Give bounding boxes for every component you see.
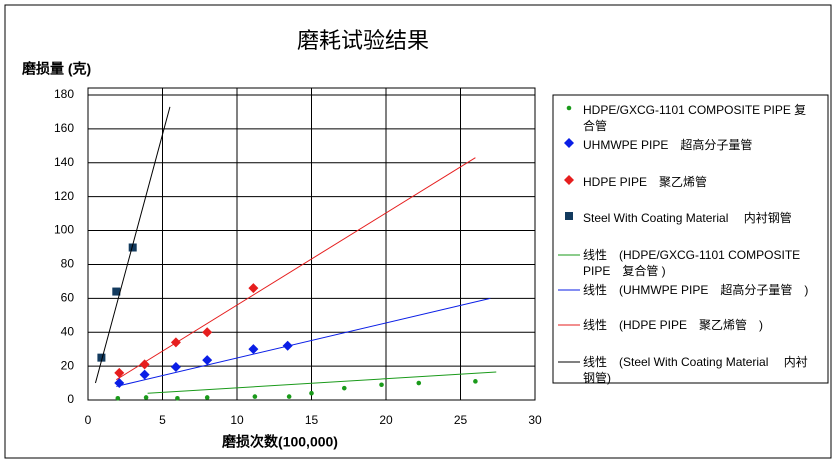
data-point bbox=[97, 353, 106, 362]
y-tick-label: 80 bbox=[61, 257, 75, 271]
legend-label: HDPE/GXCG-1101 COMPOSITE PIPE 复合管 bbox=[583, 103, 807, 133]
y-tick-label: 0 bbox=[67, 392, 74, 406]
y-tick-label: 40 bbox=[61, 324, 75, 338]
x-tick-label: 5 bbox=[159, 413, 166, 427]
legend-label: Steel With Coating Material 内衬钢管 bbox=[583, 211, 792, 225]
y-tick-label: 20 bbox=[61, 358, 75, 372]
x-tick-label: 0 bbox=[85, 413, 92, 427]
data-point bbox=[114, 367, 125, 378]
data-point bbox=[248, 344, 259, 355]
legend-marker bbox=[564, 138, 574, 148]
legend-marker bbox=[564, 175, 574, 185]
data-point bbox=[341, 385, 347, 391]
data-point bbox=[202, 327, 213, 338]
data-point bbox=[202, 355, 213, 366]
y-tick-label: 100 bbox=[54, 223, 74, 237]
x-tick-label: 30 bbox=[528, 413, 542, 427]
data-point bbox=[115, 396, 121, 401]
data-point bbox=[248, 283, 259, 294]
legend-label: 线性 (HDPE/GXCG-1101 COMPOSITE PIPE 复合管 ) bbox=[583, 248, 801, 278]
data-point bbox=[139, 369, 150, 380]
y-tick-label: 60 bbox=[61, 291, 75, 305]
y-tick-label: 140 bbox=[54, 155, 74, 169]
data-point bbox=[128, 243, 137, 252]
x-tick-label: 20 bbox=[379, 413, 393, 427]
legend-label: UHMWPE PIPE 超高分子量管 bbox=[583, 138, 753, 152]
data-point bbox=[112, 287, 121, 296]
chart-title: 磨耗试验结果 bbox=[297, 29, 429, 54]
data-point bbox=[379, 382, 384, 388]
data-point bbox=[175, 396, 180, 401]
data-point bbox=[473, 379, 478, 384]
legend-marker bbox=[565, 212, 573, 220]
data-point bbox=[252, 394, 258, 399]
trend-line bbox=[147, 371, 497, 394]
data-point bbox=[309, 390, 314, 396]
x-tick-label: 25 bbox=[454, 413, 468, 427]
y-axis-label: 磨损量 (克) bbox=[22, 61, 91, 77]
legend-label: 线性 (UHMWPE PIPE 超高分子量管 ) bbox=[583, 283, 809, 297]
trend-line bbox=[116, 297, 491, 387]
x-axis-label: 磨损次数(100,000) bbox=[222, 434, 338, 450]
legend-marker bbox=[566, 105, 572, 111]
chart-border bbox=[4, 4, 832, 459]
y-tick-label: 120 bbox=[54, 189, 74, 203]
data-point bbox=[416, 380, 422, 386]
data-point bbox=[139, 359, 150, 370]
legend-box bbox=[552, 94, 829, 384]
y-tick-label: 180 bbox=[54, 87, 74, 101]
legend-label: HDPE PIPE 聚乙烯管 bbox=[583, 175, 708, 189]
data-point bbox=[204, 395, 210, 400]
data-point bbox=[286, 394, 292, 399]
trend-line bbox=[94, 106, 171, 384]
trend-line bbox=[116, 157, 476, 381]
x-tick-label: 15 bbox=[305, 413, 319, 427]
y-tick-label: 160 bbox=[54, 121, 74, 135]
data-point bbox=[170, 361, 181, 372]
legend-label: 线性 (Steel With Coating Material 内衬钢管) bbox=[583, 355, 808, 385]
data-point bbox=[143, 395, 149, 400]
legend-label: 线性 (HDPE PIPE 聚乙烯管 ) bbox=[583, 318, 764, 332]
x-tick-label: 10 bbox=[230, 413, 244, 427]
